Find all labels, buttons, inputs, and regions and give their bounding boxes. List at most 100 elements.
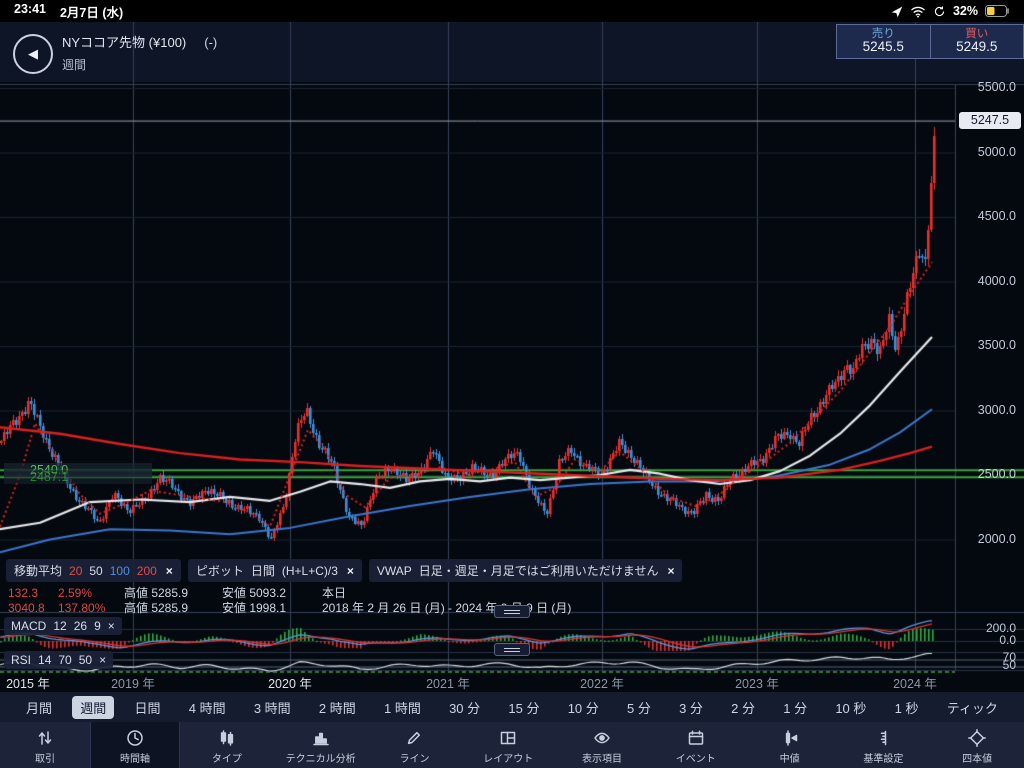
back-button[interactable]: ◀ [13,34,53,74]
toolbar-item-取引[interactable]: 取引 [0,722,90,768]
buy-price: 5249.5 [956,39,998,55]
toolbar-item-タイプ[interactable]: タイプ [180,722,274,768]
clock-icon [125,728,145,748]
y-axis-tick: 5000.0 [977,144,1016,159]
toolbar-item-中値[interactable]: 中値 [743,722,837,768]
toolbar-item-label: 中値 [779,753,800,765]
toolbar-item-イベント[interactable]: イベント [649,722,743,768]
chip-label: 200 [136,563,157,578]
indicator-scale-label: 50 [1002,658,1016,672]
timeframe-30分[interactable]: 30 分 [449,700,481,716]
timeframe-10分[interactable]: 10 分 [567,700,599,716]
timeframe-4時間[interactable]: 4 時間 [188,700,226,716]
stat-low: 安値 1998.1 [222,601,287,615]
x-axis-label: 2022 年 [580,677,624,691]
macd-chip-label: 9 [94,619,101,633]
sell-button[interactable]: 売り 5245.5 [837,25,930,58]
x-axis-label: 2024 年 [893,677,937,691]
x-axis-label: 2020 年 [268,677,312,691]
y-axis-tick: 3000.0 [977,402,1016,417]
buy-button[interactable]: 買い 5249.5 [929,25,1024,58]
indicator-chip-ma[interactable]: 移動平均 20 50 100 200 × [6,559,181,582]
toolbar-item-label: 表示項目 [582,753,623,765]
indicator-scale-label: 200.0 [985,621,1016,635]
mid-price-icon [780,728,800,748]
battery-percent: 32% [952,4,978,18]
chart-timeframe-label: 週間 [62,58,87,72]
eye-icon [592,728,612,748]
toolbar-item-四本値[interactable]: 四本値 [930,722,1024,768]
timeframe-2分[interactable]: 2 分 [731,700,755,716]
timeframe-3時間[interactable]: 3 時間 [253,700,291,716]
bar-chart-icon [311,728,331,748]
rotation-lock-icon [933,5,946,18]
timeframe-ティック[interactable]: ティック [946,700,998,716]
indicator-chip-pivot[interactable]: ピボット 日間 (H+L+C)/3 × [187,559,362,582]
macd-panel-resize-handle[interactable] [494,605,530,618]
chip-label: VWAP [376,563,412,578]
status-bar: 23:41 2月7日 (水) 32% [0,0,1024,22]
buy-label: 買い [965,28,989,41]
timeframe-月間[interactable]: 月間 [26,700,53,716]
macd-chip-label: 12 [53,619,67,633]
y-axis-tick: 2000.0 [977,531,1016,546]
rsi-panel-resize-handle[interactable] [494,643,530,656]
rsi-indicator-chip[interactable]: RSI 14 70 50 × [4,651,114,669]
timeframe-週間[interactable]: 週間 [72,695,115,719]
instrument-title: NYココア先物 (¥100) [62,35,187,50]
close-icon[interactable]: × [107,619,115,633]
toolbar-item-レイアウト[interactable]: レイアウト [461,722,555,768]
pencil-icon [404,728,424,748]
close-icon[interactable]: × [346,563,354,578]
toolbar-item-label: ライン [399,753,430,765]
toolbar-item-時間軸[interactable]: 時間軸 [90,722,180,768]
wifi-icon [910,5,926,18]
stat-low: 安値 5093.2 [222,586,287,600]
timeframe-15分[interactable]: 15 分 [508,700,540,716]
close-icon[interactable]: × [667,563,675,578]
timeframe-日間[interactable]: 日間 [134,700,161,716]
toolbar-item-表示項目[interactable]: 表示項目 [555,722,649,768]
timeframe-1分[interactable]: 1 分 [783,700,808,716]
alert-level-label: 2487.1 [4,469,152,484]
instrument-title-block: NYココア先物 (¥100) (-) 週間 [62,32,217,73]
chip-label: 日足・週足・月足ではご利用いただけません [418,564,659,578]
y-axis-tick: 5500.0 [977,80,1016,94]
timeframe-2時間[interactable]: 2 時間 [318,700,356,716]
toolbar-item-基準設定[interactable]: 基準設定 [836,722,930,768]
timeframe-3分[interactable]: 3 分 [679,700,703,716]
status-date: 2月7日 (水) [59,5,124,20]
trade-icon [35,728,55,748]
stat-change: 132.3 [8,586,39,600]
indicator-chip-row: 移動平均 20 50 100 200 × ピボット 日間 (H+L+C)/3 × VWAP 日足・週足… [6,559,683,582]
stat-range: 本日 [322,586,347,600]
location-arrow-icon [890,5,903,18]
stat-change: 3040.8 [8,601,45,615]
bottom-toolbar: 取引 時間軸 タイプ テクニカル分析 ライン レイアウト 表示項目 イベント 中値 基準設定 四本値 [0,722,1024,768]
y-axis-tick: 4000.0 [977,273,1016,288]
chip-label: 50 [89,563,103,578]
stat-change-pct: 137.80% [58,601,106,615]
close-icon[interactable]: × [165,563,173,578]
x-axis-label: 2019 年 [111,677,155,691]
chip-label: 20 [69,563,83,578]
macd-indicator-chip[interactable]: MACD 12 26 9 × [4,617,122,635]
timeframe-1時間[interactable]: 1 時間 [383,700,421,716]
timeframe-10秒[interactable]: 10 秒 [835,700,867,716]
toolbar-item-label: イベント [675,753,716,765]
indicator-scale-label: 70 [1002,650,1016,664]
indicator-chip-vwap[interactable]: VWAP 日足・週足・月足ではご利用いただけません × [368,559,683,582]
ohlc-diamond-icon [967,728,987,748]
x-axis-label: 2021 年 [426,677,470,691]
chip-label: 日間 [250,564,275,578]
rsi-chip-label: 14 [38,653,52,667]
toolbar-item-label: テクニカル分析 [285,753,356,765]
toolbar-item-テクニカル分析[interactable]: テクニカル分析 [274,722,368,768]
timeframe-5分[interactable]: 5 分 [627,700,651,716]
close-icon[interactable]: × [99,653,107,667]
toolbar-item-ライン[interactable]: ライン [368,722,462,768]
rsi-chip-label: 70 [58,653,72,667]
timeframe-1秒[interactable]: 1 秒 [894,700,919,716]
stat-change-pct: 2.59% [58,586,93,600]
battery-icon [985,5,1010,17]
